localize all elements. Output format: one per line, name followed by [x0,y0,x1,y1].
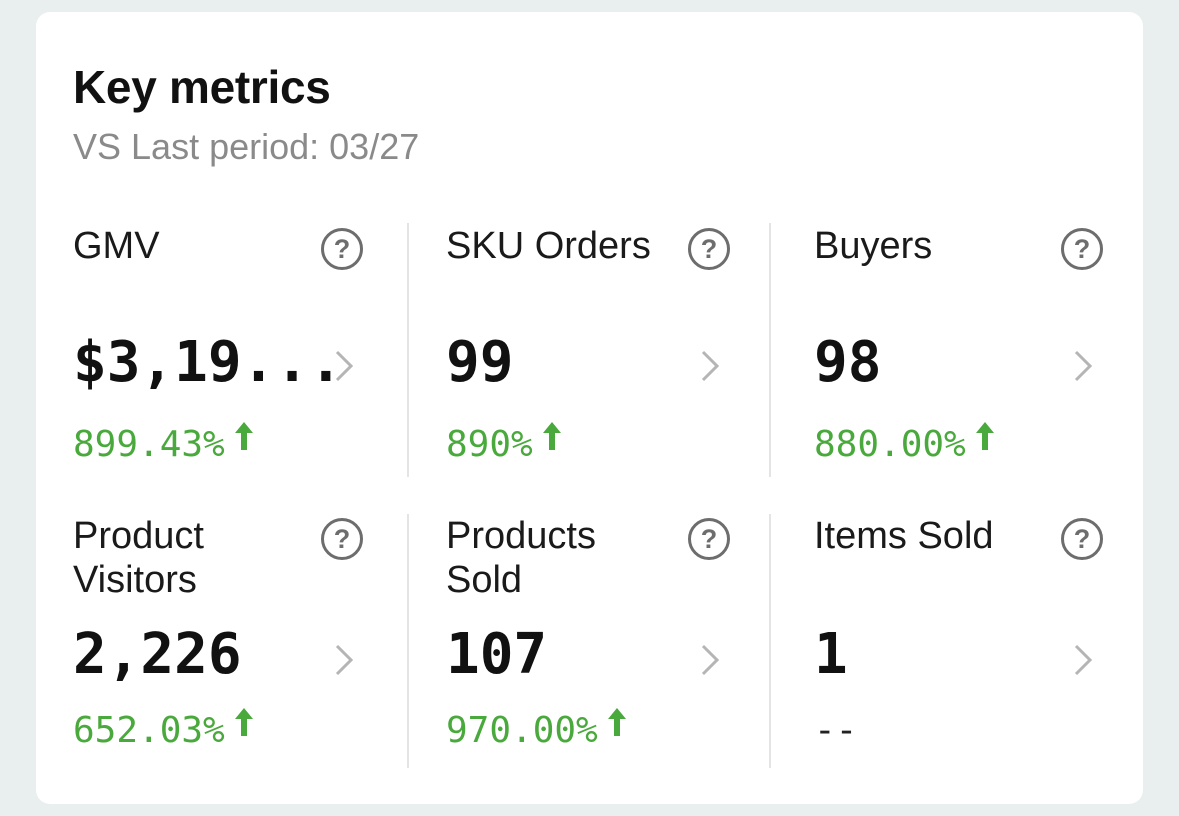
metric-products-sold[interactable]: Products Sold ? 107 970.00% [446,514,776,774]
metric-value: $3,19... [73,330,343,395]
key-metrics-card: Key metrics VS Last period: 03/27 GMV ? … [36,12,1143,804]
chevron-right-icon[interactable] [697,346,723,386]
column-divider [407,514,409,768]
chevron-right-icon[interactable] [1070,346,1096,386]
chevron-right-icon[interactable] [697,640,723,680]
metric-change: 899.43% [73,422,255,465]
change-value: 890% [446,424,533,465]
help-icon[interactable]: ? [1061,228,1103,270]
metric-buyers[interactable]: Buyers ? 98 880.00% [814,224,1144,484]
help-icon[interactable]: ? [321,228,363,270]
card-title: Key metrics [73,61,331,113]
column-divider [769,514,771,768]
change-value: 652.03% [73,710,225,751]
metric-product-visitors[interactable]: Product Visitors ? 2,226 652.03% [73,514,403,774]
arrow-up-icon [234,422,253,450]
change-value: -- [814,710,858,751]
metric-value: 98 [814,330,882,395]
metric-value: 99 [446,330,514,395]
metric-label: GMV [73,225,160,267]
metric-items-sold[interactable]: Items Sold ? 1 -- [814,514,1144,774]
change-value: 880.00% [814,424,966,465]
metric-change: 970.00% [446,708,628,751]
metric-change: 880.00% [814,422,996,465]
metric-gmv[interactable]: GMV ? $3,19... 899.43% [73,224,403,484]
comparison-period: VS Last period: 03/27 [73,126,420,167]
help-icon[interactable]: ? [321,518,363,560]
metric-value: 2,226 [73,622,242,687]
chevron-right-icon[interactable] [331,346,357,386]
metric-label: SKU Orders [446,225,651,267]
change-value: 970.00% [446,710,598,751]
metric-label: Products Sold [446,515,596,601]
arrow-up-icon [607,708,626,736]
help-icon[interactable]: ? [688,228,730,270]
arrow-up-icon [542,422,561,450]
column-divider [407,223,409,477]
chevron-right-icon[interactable] [1070,640,1096,680]
metric-value: 1 [814,622,848,687]
chevron-right-icon[interactable] [331,640,357,680]
help-icon[interactable]: ? [688,518,730,560]
arrow-up-icon [234,708,253,736]
column-divider [769,223,771,477]
arrow-up-icon [975,422,994,450]
metric-change: 890% [446,422,563,465]
metric-change: -- [814,710,857,751]
metric-sku-orders[interactable]: SKU Orders ? 99 890% [446,224,776,484]
metric-value: 107 [446,622,548,687]
metric-label: Items Sold [814,515,994,557]
metric-label: Buyers [814,225,933,267]
change-value: 899.43% [73,424,225,465]
help-icon[interactable]: ? [1061,518,1103,560]
metric-label: Product Visitors [73,515,204,601]
metric-change: 652.03% [73,708,255,751]
